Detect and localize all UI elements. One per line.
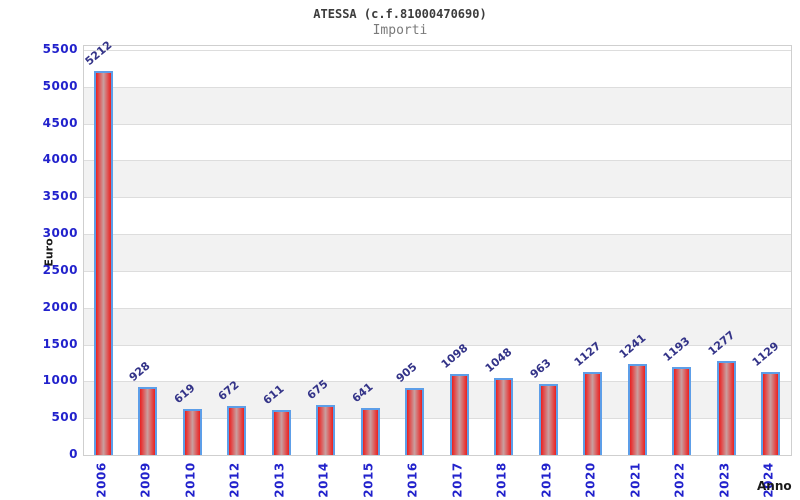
y-tick-label: 1500 <box>42 336 78 351</box>
gridline <box>84 234 791 236</box>
x-tick-label: 2020 <box>582 461 600 499</box>
x-tick-label: 2014 <box>315 461 333 499</box>
x-tick-label: 2016 <box>404 461 422 499</box>
gridline <box>84 344 791 346</box>
bar <box>182 409 202 455</box>
x-tick-label-text: 2012 <box>228 462 242 498</box>
bar <box>138 387 157 455</box>
bar <box>716 361 736 455</box>
x-tick-label-text: 2006 <box>94 462 109 498</box>
bar <box>316 405 335 455</box>
x-tick-label-text: 2010 <box>183 462 198 498</box>
gridline <box>84 197 791 199</box>
chart-title: ATESSA (c.f.81000470690) <box>313 7 487 21</box>
y-tick-label: 2000 <box>42 299 78 314</box>
grid-band <box>84 307 791 345</box>
x-tick-label: 2013 <box>271 461 289 499</box>
bar <box>761 372 780 455</box>
x-axis-title: Anno <box>757 479 792 493</box>
y-tick-label: 3500 <box>42 189 78 204</box>
x-tick-label-text: 2017 <box>450 462 465 498</box>
y-tick-label: 2500 <box>42 262 78 277</box>
x-tick-label: 2012 <box>226 461 244 499</box>
grid-band <box>84 86 791 124</box>
gridline <box>84 86 791 88</box>
gridline <box>84 123 791 125</box>
x-tick-label-text: 2016 <box>406 462 420 498</box>
bar <box>583 372 602 455</box>
x-tick-label: 2015 <box>360 461 378 499</box>
bar <box>360 408 380 455</box>
bar <box>494 378 513 455</box>
bar <box>672 367 691 455</box>
gridline <box>84 307 791 309</box>
x-tick-label: 2006 <box>93 461 111 499</box>
x-tick-label: 2022 <box>671 461 689 499</box>
x-tick-label-text: 2018 <box>495 462 509 498</box>
y-tick-label: 5500 <box>42 42 78 56</box>
bar-value-label: 5212 <box>82 38 114 68</box>
x-tick-label: 2019 <box>538 461 556 499</box>
chart-subtitle: Importi <box>372 23 428 38</box>
gridline <box>84 418 791 420</box>
bar-value-label: 928 <box>126 359 153 384</box>
bar <box>227 406 246 455</box>
x-tick-label-text: 2020 <box>584 462 598 498</box>
x-tick-label-text: 2022 <box>673 462 687 498</box>
x-tick-label-text: 2014 <box>317 462 331 498</box>
y-axis-title-text: Euro <box>42 237 56 267</box>
bar <box>627 364 647 455</box>
x-tick-label-text: 2023 <box>717 462 732 498</box>
y-tick-label: 0 <box>69 447 78 461</box>
gridline <box>84 270 791 272</box>
x-tick-label: 2021 <box>627 461 645 499</box>
y-tick-label: 3000 <box>42 226 78 241</box>
x-tick-label-text: 2021 <box>628 462 643 498</box>
bar <box>405 388 424 455</box>
grid-band <box>84 234 791 271</box>
y-tick-label: 1000 <box>42 373 78 388</box>
gridline <box>84 160 791 162</box>
bar <box>449 374 469 455</box>
x-tick-label: 2017 <box>449 461 467 499</box>
grid-band <box>84 160 791 198</box>
x-tick-label-text: 2013 <box>272 462 287 498</box>
x-tick-label: 2023 <box>716 461 734 499</box>
bar <box>271 410 291 455</box>
x-tick-label-text: 2019 <box>539 462 554 498</box>
plot-area: 5212 928 619 672 611 675 641 905 1098 1048 963 1127… <box>82 38 792 456</box>
bar-value-label: 1098 <box>438 341 470 371</box>
x-tick-label-text: 2009 <box>139 462 153 498</box>
gridline <box>84 50 791 51</box>
y-tick-label: 4000 <box>42 152 78 167</box>
y-tick-label: 500 <box>51 410 78 425</box>
x-tick-label: 2018 <box>493 461 511 499</box>
x-tick-label-text: 2015 <box>361 462 376 498</box>
x-axis-labels: 2006 2009 2010 2012 2013 2014 2015 2016 2017 2018… <box>83 461 790 499</box>
bar <box>538 384 558 455</box>
bar-value-label: 963 <box>527 356 554 381</box>
y-tick-label: 5000 <box>42 78 78 93</box>
y-tick-label: 4500 <box>42 115 78 130</box>
gridline <box>84 381 791 383</box>
x-tick-label: 2009 <box>137 461 155 499</box>
bar <box>93 71 113 455</box>
bar-value-label: 1048 <box>482 345 515 375</box>
x-tick-label: 2010 <box>182 461 200 499</box>
